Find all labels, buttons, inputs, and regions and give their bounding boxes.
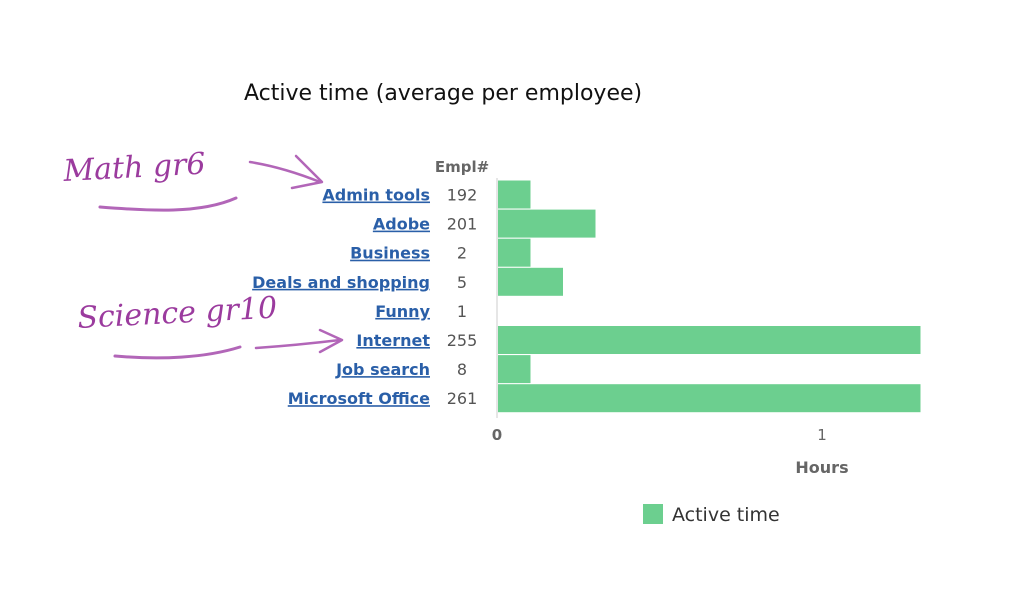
annotation-science-arrow-icon <box>254 338 342 350</box>
employee-count-internet: 255 <box>447 331 478 350</box>
category-labels: Admin tools Adobe Business Deals and shoppi… <box>252 186 430 409</box>
category-link-microsoft-office[interactable]: Microsoft Office <box>288 389 430 408</box>
employee-count-deals-and-shopping: 5 <box>457 273 467 292</box>
bar-job-search <box>498 355 531 384</box>
bar-internet <box>498 326 921 354</box>
category-link-internet[interactable]: Internet <box>356 331 430 350</box>
bar-deals-and-shopping <box>498 267 563 296</box>
employee-count-job-search: 8 <box>457 360 467 379</box>
annotation-math-text: Math gr6 <box>62 147 207 189</box>
employee-count-labels: 192 201 2 5 1 255 8 261 <box>447 186 478 409</box>
employee-count-adobe: 201 <box>447 215 478 234</box>
annotation-math-arrowhead-icon <box>290 154 324 190</box>
employee-count-microsoft-office: 261 <box>447 389 478 408</box>
bars-group <box>498 180 921 413</box>
x-axis-title: Hours <box>795 458 848 477</box>
employee-count-funny: 1 <box>457 302 467 321</box>
employee-count-header: Empl# <box>435 158 489 176</box>
annotation-science-arrowhead-icon <box>318 328 344 354</box>
annotation-math-underline <box>98 196 238 212</box>
bar-microsoft-office <box>498 384 921 413</box>
bar-admin-tools <box>498 180 531 209</box>
category-link-funny[interactable]: Funny <box>375 302 430 321</box>
category-link-admin-tools[interactable]: Admin tools <box>322 186 430 205</box>
legend-label: Active time <box>672 504 780 526</box>
bar-adobe <box>498 209 596 238</box>
chart-title: Active time (average per employee) <box>244 81 642 106</box>
category-link-deals-and-shopping[interactable]: Deals and shopping <box>252 273 430 292</box>
annotation-science: Science gr10 <box>77 291 344 360</box>
category-link-job-search[interactable]: Job search <box>335 360 430 379</box>
annotation-science-text: Science gr10 <box>77 291 278 336</box>
legend[interactable]: Active time <box>643 504 780 526</box>
annotation-science-underline <box>113 345 242 360</box>
annotation-math-arrow-icon <box>248 160 322 184</box>
category-link-business[interactable]: Business <box>350 244 430 263</box>
annotation-math: Math gr6 <box>62 147 324 212</box>
category-link-adobe[interactable]: Adobe <box>373 215 430 234</box>
x-tick-label-0: 0 <box>492 426 502 444</box>
x-tick-label-1: 1 <box>817 426 827 444</box>
employee-count-admin-tools: 192 <box>447 186 478 205</box>
legend-swatch <box>643 504 663 524</box>
employee-count-business: 2 <box>457 244 467 263</box>
bar-business <box>498 238 531 267</box>
